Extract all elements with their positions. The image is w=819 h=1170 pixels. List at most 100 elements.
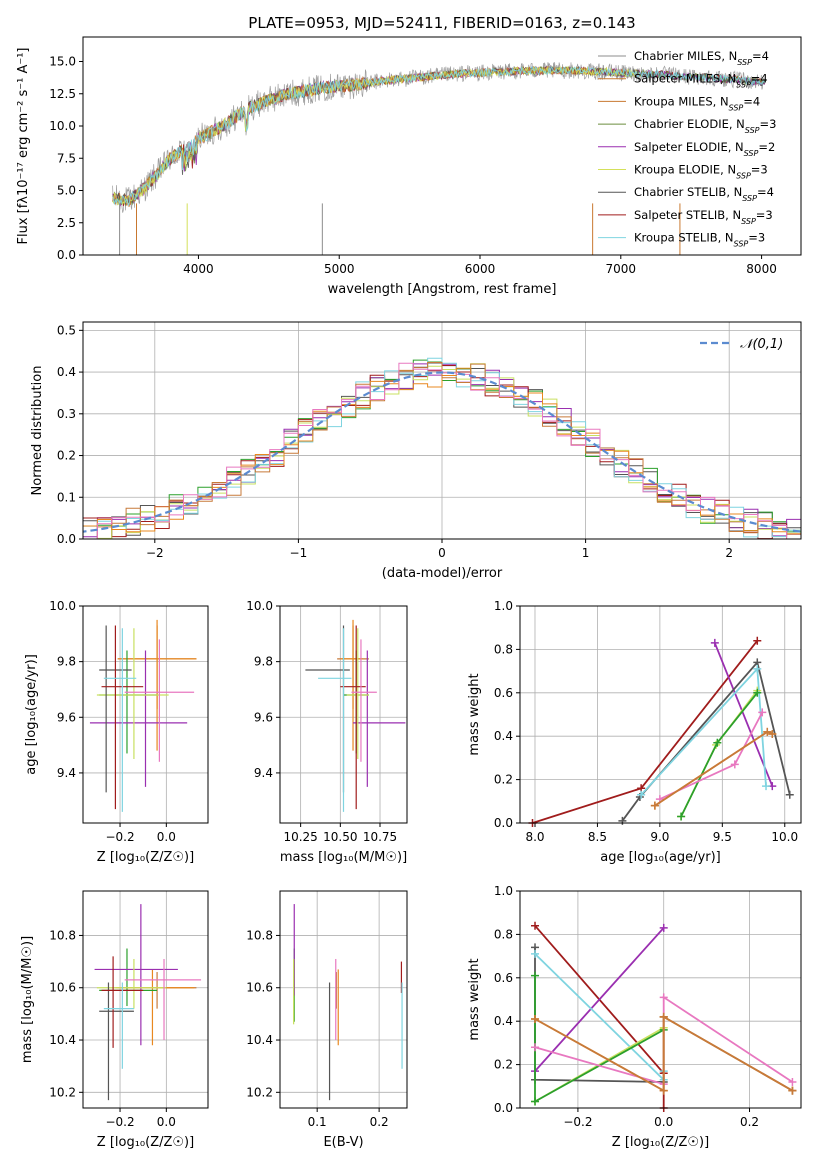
y-axis-label: Flux [fλ10⁻¹⁷ erg cm⁻² s⁻¹ A⁻¹] — [16, 48, 31, 245]
weight-series — [534, 953, 665, 1082]
axes-weight-vs-Z: −0.2 0.0 0.2 0.0 0.2 0.4 0.6 0.8 1.0 Z [log₁₀(Z/Z… — [467, 884, 802, 1150]
x-tick-label: −0.2 — [105, 830, 134, 844]
y-tick-label: 9.4 — [57, 766, 76, 780]
x-axis-label: Z [log₁₀(Z/Z☉)] — [97, 1135, 194, 1150]
weight-marker — [785, 790, 794, 799]
x-tick-label: 0.0 — [654, 1115, 673, 1129]
weight-marker — [788, 1077, 797, 1086]
axes-frame — [82, 321, 802, 540]
y-tick-label: 10.6 — [49, 981, 76, 995]
y-tick-label: 0.5 — [57, 323, 76, 337]
legend-subscript: SSP — [729, 103, 744, 112]
y-tick-label: 0.3 — [57, 407, 76, 421]
legend-entry: Kroupa STELIB, NSSP=3 — [634, 231, 765, 249]
x-tick-label: 8.5 — [588, 830, 607, 844]
histograms — [83, 357, 801, 539]
legend-subscript: SSP — [736, 80, 751, 89]
x-tick-label: 8000 — [746, 262, 777, 276]
y-tick-label: 9.6 — [57, 710, 76, 724]
x-tick-label: 10.25 — [283, 830, 317, 844]
weight-marker — [531, 949, 540, 958]
x-tick-label: 0 — [438, 546, 446, 560]
axes-frame — [279, 605, 408, 824]
legend-entry: Chabrier ELODIE, NSSP=3 — [634, 117, 776, 135]
weight-marker — [730, 760, 739, 769]
errorbars — [305, 619, 406, 812]
spectrum-lines — [112, 62, 767, 255]
axes-mass-vs-Z: −0.2 0.0 10.2 10.4 10.6 10.8 Z [log₁₀(Z/Z☉)] ma… — [20, 890, 209, 1150]
y-tick-label: 0.2 — [494, 1058, 513, 1072]
weight-marker — [753, 664, 762, 673]
normal-curve — [83, 371, 801, 533]
y-tick-label: 5.0 — [57, 184, 76, 198]
y-tick-label: 9.8 — [57, 655, 76, 669]
legend-entry: Kroupa ELODIE, NSSP=3 — [634, 163, 768, 181]
x-tick-label: 4000 — [183, 262, 214, 276]
weight-series — [713, 642, 774, 787]
x-tick-label: 9.0 — [650, 830, 669, 844]
x-tick-label: 0.0 — [157, 1115, 176, 1129]
axes-age-vs-Z: −0.2 0.0 9.4 9.6 9.8 10.0 Z [log₁₀(Z/Z☉)] age [… — [24, 599, 209, 865]
legend-subscript: SSP — [736, 171, 751, 180]
y-tick-label: 7.5 — [57, 151, 76, 165]
x-tick-label: 0.2 — [740, 1115, 759, 1129]
y-tick-label: 10.0 — [49, 599, 76, 613]
y-tick-label: 0.2 — [494, 773, 513, 787]
legend-subscript: SSP — [741, 216, 756, 225]
errorbars — [94, 904, 202, 1101]
y-tick-label: 0.6 — [494, 686, 513, 700]
x-tick-label: 6000 — [465, 262, 496, 276]
y-tick-label: 10.8 — [49, 928, 76, 942]
y-tick-label: 0.8 — [494, 642, 513, 656]
x-tick-label: 10.50 — [323, 830, 357, 844]
y-tick-label: 10.2 — [246, 1085, 273, 1099]
weight-series — [532, 640, 759, 824]
x-axis-label: wavelength [Angstrom, rest frame] — [328, 282, 557, 297]
x-axis-label: age [log₁₀(age/yr)] — [600, 850, 721, 865]
x-axis-label: E(B-V) — [323, 1135, 363, 1150]
chart-title: PLATE=0953, MJD=52411, FIBERID=0163, z=0… — [248, 14, 635, 32]
axes-mass-vs-EBV: 0.1 0.2 10.2 10.4 10.6 10.8 E(B-V) — [246, 890, 408, 1150]
y-tick-label: 10.0 — [246, 599, 273, 613]
y-tick-label: 15.0 — [49, 55, 76, 69]
axes-frame — [519, 605, 802, 824]
weight-marker — [768, 730, 777, 739]
x-axis-label: Z [log₁₀(Z/Z☉)] — [97, 850, 194, 865]
weight-series — [621, 660, 791, 822]
weight-marker — [531, 971, 540, 980]
axes-frame — [82, 605, 209, 824]
spectrum-series — [112, 65, 766, 207]
weight-marker — [659, 1012, 668, 1021]
y-tick-label: 0.6 — [494, 971, 513, 985]
y-axis-label: mass weight — [467, 958, 482, 1040]
spectrum-series — [112, 65, 636, 207]
x-tick-label: 0.1 — [308, 1115, 327, 1129]
x-tick-label: 5000 — [324, 262, 355, 276]
x-tick-label: 0.2 — [370, 1115, 389, 1129]
y-axis-label: mass [log₁₀(M/M☉)] — [20, 936, 35, 1063]
weight-marker — [763, 727, 772, 736]
weight-series — [534, 1015, 793, 1093]
y-tick-label: 0.0 — [57, 248, 76, 262]
x-axis-label: mass [log₁₀(M/M☉)] — [280, 850, 407, 865]
y-axis-label: Normed distribution — [30, 366, 45, 496]
y-tick-label: 1.0 — [494, 884, 513, 898]
weight-marker — [788, 1086, 797, 1095]
legend-entry: 𝒩(0,1) — [740, 337, 783, 352]
axes-residuals: −2 −1 0 1 2 0.0 0.1 0.2 0.3 0.4 0.5 (data-model)/er… — [30, 321, 802, 581]
weight-marker — [753, 636, 762, 645]
weight-marker — [637, 790, 646, 799]
y-tick-label: 0.4 — [494, 729, 513, 743]
x-tick-label: 2 — [725, 546, 733, 560]
weight-marker — [713, 738, 722, 747]
y-tick-label: 0.4 — [57, 365, 76, 379]
weight-series — [534, 927, 665, 1072]
y-tick-label: 0.4 — [494, 1014, 513, 1028]
x-tick-label: 10.0 — [771, 830, 798, 844]
axes-frame — [279, 890, 408, 1109]
y-tick-label: 12.5 — [49, 87, 76, 101]
x-tick-label: 10.75 — [363, 830, 397, 844]
weight-marker — [762, 782, 771, 791]
weight-marker — [710, 638, 719, 647]
